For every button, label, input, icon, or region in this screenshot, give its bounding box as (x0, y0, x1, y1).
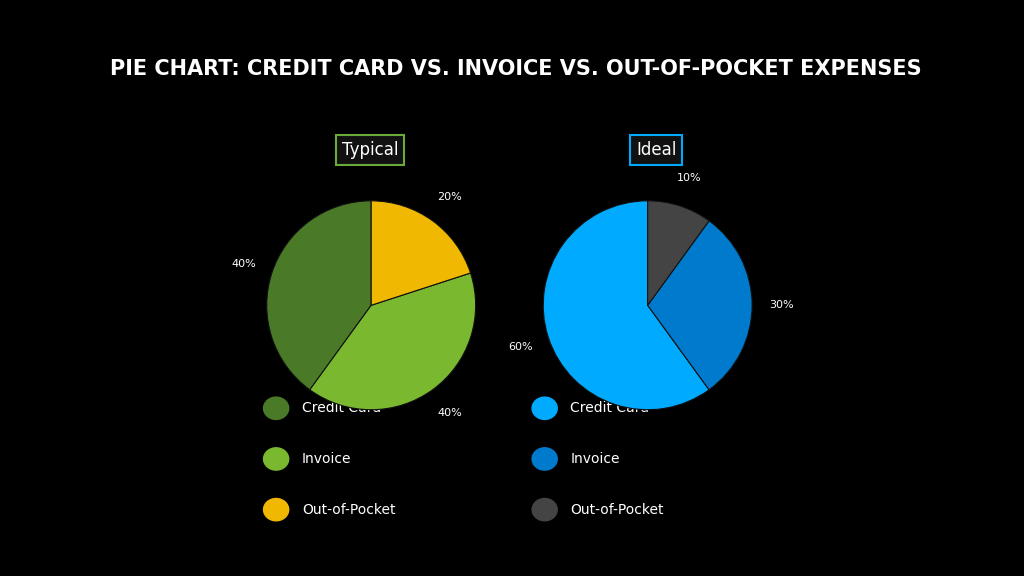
Text: Ideal: Ideal (636, 141, 676, 159)
Wedge shape (544, 201, 709, 410)
Text: PIE CHART: CREDIT CARD VS. INVOICE VS. OUT-OF-POCKET EXPENSES: PIE CHART: CREDIT CARD VS. INVOICE VS. O… (111, 59, 922, 78)
Circle shape (532, 498, 557, 521)
Circle shape (263, 448, 289, 470)
Text: Invoice: Invoice (302, 452, 351, 466)
Wedge shape (647, 201, 709, 305)
Text: 40%: 40% (231, 259, 256, 269)
Text: 40%: 40% (437, 408, 462, 418)
Text: Invoice: Invoice (570, 452, 620, 466)
Circle shape (532, 448, 557, 470)
Wedge shape (371, 201, 471, 305)
Text: 20%: 20% (437, 192, 462, 202)
Wedge shape (267, 201, 371, 390)
Text: Typical: Typical (342, 141, 398, 159)
Text: Credit Card: Credit Card (302, 401, 381, 415)
Wedge shape (648, 221, 752, 390)
Text: Credit Card: Credit Card (570, 401, 649, 415)
Circle shape (532, 397, 557, 419)
Text: Out-of-Pocket: Out-of-Pocket (302, 503, 395, 517)
Wedge shape (310, 273, 475, 410)
Circle shape (263, 498, 289, 521)
Text: 30%: 30% (769, 300, 794, 310)
Text: 60%: 60% (508, 342, 532, 351)
Circle shape (263, 397, 289, 419)
Text: 10%: 10% (677, 173, 701, 183)
Text: Out-of-Pocket: Out-of-Pocket (570, 503, 664, 517)
